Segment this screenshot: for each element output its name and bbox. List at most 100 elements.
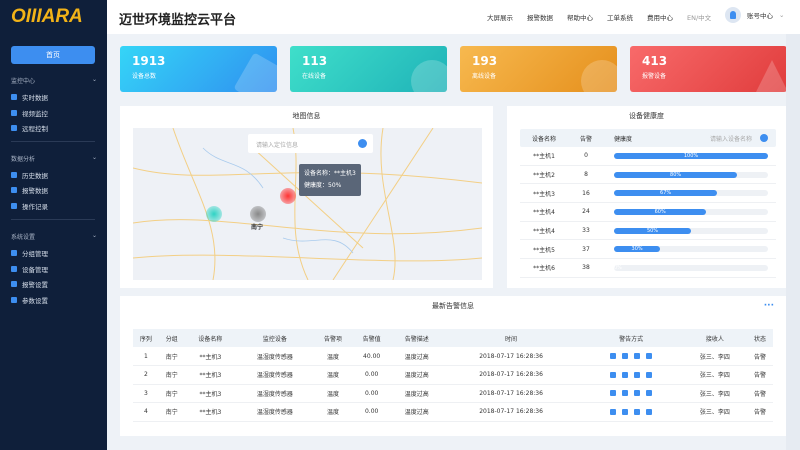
health-row[interactable]: **主机3 16 67%: [520, 184, 776, 204]
email-icon: [634, 371, 641, 378]
health-bar-fill: 60%: [614, 208, 707, 215]
alert-methods: [579, 384, 683, 403]
sidebar-item-realtime[interactable]: 实时数据: [11, 92, 48, 102]
health-search-input[interactable]: 请输入设备名称: [710, 134, 768, 143]
table-cell: 2018-07-17 16:28:36: [442, 384, 580, 403]
sidebar-item-alarm-settings[interactable]: 报警设置: [11, 279, 48, 289]
chevron-down-icon: ⌄: [779, 11, 785, 19]
health-bar: 0%: [614, 264, 768, 271]
health-panel: 设备健康度 设备名称 告警 健康度 请输入设备名称 **主机1 0 100% **主机2…: [507, 106, 786, 288]
health-title: 设备健康度: [629, 112, 664, 120]
map-tooltip: 设备名称：**主机3 健康度：50%: [299, 164, 361, 196]
table-row[interactable]: 2 南宁 **主机3 温湿度传感器 温度 0.00 温度过高 2018-07-17 16:28…: [133, 365, 773, 385]
table-cell: 温度: [313, 384, 353, 403]
group-icon: [11, 250, 17, 256]
table-cell: 张三、李四: [682, 365, 748, 385]
device-marker-alarm[interactable]: [280, 188, 296, 204]
health-bar: 30%: [614, 246, 768, 253]
bell-icon: [11, 187, 17, 193]
alarm-table: 序列 分组 设备名称 监控设备 告警项 告警值 告警描述 时间 警告方式 接收人 状态 1 南宁 **主…: [133, 329, 773, 422]
scrollbar[interactable]: [786, 34, 800, 450]
nav-billing[interactable]: 费用中心: [647, 14, 673, 22]
table-cell: 温湿度传感器: [236, 384, 314, 403]
home-button[interactable]: 首页: [11, 46, 95, 64]
health-row[interactable]: **主机4 24 60%: [520, 203, 776, 222]
alarm-title: 最新告警信息: [432, 302, 474, 310]
table-cell: **主机3: [184, 365, 237, 385]
table-row[interactable]: 3 南宁 **主机3 温湿度传感器 温度 0.00 温度过高 2018-07-17 16:28…: [133, 384, 773, 403]
logo: OIIIARA: [11, 6, 83, 27]
device-marker-offline[interactable]: [250, 206, 266, 222]
chevron-down-icon: ⌄: [91, 154, 97, 161]
device-marker-online[interactable]: [206, 206, 222, 222]
account-menu[interactable]: 账号中心 ⌄: [725, 7, 784, 23]
health-bar-fill: 80%: [614, 171, 738, 178]
table-cell: 4: [133, 402, 159, 422]
column-header: 状态: [747, 329, 773, 347]
column-header: 告警项: [313, 329, 353, 347]
alert-methods: [579, 402, 683, 422]
table-row[interactable]: 1 南宁 **主机3 温湿度传感器 温度 40.00 温度过高 2018-07-17 16:2…: [133, 347, 773, 366]
sms-icon: [622, 371, 629, 378]
sidebar-item-video[interactable]: 视频监控: [11, 108, 48, 118]
health-bar: 50%: [614, 227, 768, 234]
top-nav: 大屏展示 报警数据 帮助中心 工单系统 费用中心 EN/中文: [487, 12, 711, 22]
email-icon: [634, 408, 641, 415]
health-row[interactable]: **主机1 0 100%: [520, 147, 776, 166]
section-monitor[interactable]: 监控中心 ⌄: [11, 76, 97, 85]
health-row[interactable]: **主机4 33 50%: [520, 222, 776, 241]
column-header: 警告方式: [579, 329, 683, 347]
sidebar-item-params[interactable]: 参数设置: [11, 295, 48, 305]
email-icon: [634, 353, 641, 359]
sidebar-item-alarm-data[interactable]: 报警数据: [11, 185, 48, 195]
health-row[interactable]: **主机6 38 0%: [520, 259, 776, 278]
wechat-icon: [646, 353, 653, 359]
section-settings[interactable]: 系统设置 ⌄: [11, 232, 97, 241]
nav-language[interactable]: EN/中文: [687, 14, 712, 22]
table-cell: 南宁: [158, 347, 185, 366]
log-icon: [11, 203, 17, 209]
alert-methods: [579, 347, 683, 366]
chevron-down-icon: ⌄: [91, 76, 97, 83]
more-icon[interactable]: ···: [763, 301, 774, 311]
health-bar: 80%: [614, 171, 768, 178]
search-icon[interactable]: [358, 139, 367, 148]
params-icon: [11, 297, 17, 303]
table-cell: 3: [133, 384, 159, 403]
sidebar-item-history[interactable]: 历史数据: [11, 170, 48, 180]
map[interactable]: 请输入定位信息 设备名称：**主机3 健康度：50% 南宁: [133, 128, 482, 280]
table-cell: 40.00: [352, 347, 391, 366]
nav-bigscreen[interactable]: 大屏展示: [487, 14, 513, 22]
nav-alarm[interactable]: 报警数据: [527, 14, 553, 22]
sidebar-item-log[interactable]: 操作记录: [11, 201, 48, 211]
health-bar: 100%: [614, 152, 768, 159]
table-cell: 0.00: [352, 365, 391, 385]
history-icon: [11, 172, 17, 178]
table-cell: 温度: [313, 402, 353, 422]
table-cell: 温湿度传感器: [236, 365, 314, 385]
sidebar-item-group[interactable]: 分组管理: [11, 248, 48, 258]
column-header: 告警描述: [391, 329, 443, 347]
section-analysis[interactable]: 数据分析 ⌄: [11, 154, 97, 163]
chevron-down-icon: ⌄: [91, 232, 97, 239]
table-cell: 南宁: [158, 365, 185, 385]
map-panel: 地图信息 请输入定位信息 设备名称：**主机3 健康度：50% 南宁: [120, 106, 493, 288]
health-bar: 67%: [614, 190, 768, 197]
search-icon[interactable]: [760, 134, 768, 142]
health-row[interactable]: **主机2 8 80%: [520, 166, 776, 185]
health-row[interactable]: **主机5 37 30%: [520, 240, 776, 260]
health-table: 设备名称 告警 健康度 请输入设备名称 **主机1 0 100% **主机2 8 80% **…: [520, 129, 776, 278]
speaker-icon: [11, 281, 17, 287]
sidebar-item-remote[interactable]: 远程控制: [11, 123, 48, 133]
nav-ticket[interactable]: 工单系统: [607, 14, 633, 22]
stat-alarm: 413 报警设备: [630, 46, 787, 92]
table-cell: 张三、李四: [682, 347, 748, 366]
map-search-input[interactable]: 请输入定位信息: [248, 134, 373, 153]
stat-total: 1913 设备总数: [120, 46, 277, 92]
nav-help[interactable]: 帮助中心: [567, 14, 593, 22]
tools-icon: [11, 266, 17, 272]
table-row[interactable]: 4 南宁 **主机3 温湿度传感器 温度 0.00 温度过高 2018-07-17 16:28…: [133, 402, 773, 422]
table-cell: 告警: [747, 365, 773, 385]
sidebar-item-device[interactable]: 设备管理: [11, 264, 48, 274]
check-icon: [411, 60, 447, 92]
